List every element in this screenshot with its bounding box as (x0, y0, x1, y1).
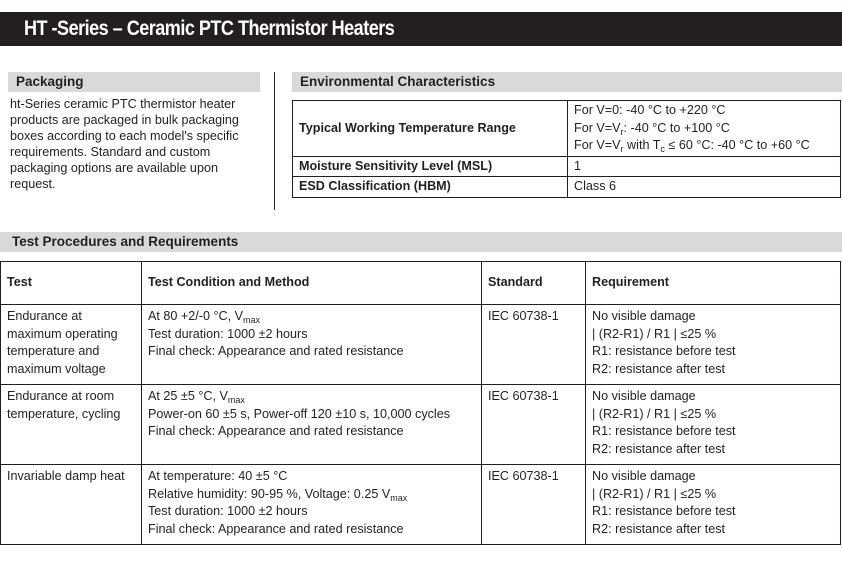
requirement-line: | (R2-R1) / R1 | ≤25 % (592, 406, 717, 421)
text-line: 1 (574, 158, 834, 176)
test-name: Endurance at maximum operating temperatu… (0, 304, 142, 385)
tests-heading: Test Procedures and Requirements (0, 232, 842, 252)
text-segment: At 25 ±5 °C, V (148, 389, 228, 403)
table-row: Endurance at room temperature, cycling At… (0, 384, 841, 465)
subscript: max (227, 395, 245, 405)
text-segment: 1 (574, 158, 582, 173)
column-header-standard: Standard (481, 261, 586, 305)
text-line: Test duration: 1000 ±2 hours (148, 326, 475, 344)
column-header-requirement: Requirement (585, 261, 841, 305)
requirement-line: No visible damage (592, 389, 696, 403)
text-segment: Test duration: 1000 ±2 hours (148, 504, 308, 518)
text-segment: Class 6 (574, 179, 616, 193)
requirement-line: R1: resistance before test (592, 424, 736, 438)
text-segment: For V=0: -40 °C to +220 °C (574, 103, 726, 117)
table-row: Endurance at maximum operating temperatu… (0, 304, 841, 385)
text-line: Final check: Appearance and rated resist… (148, 521, 475, 539)
column-divider (274, 72, 275, 210)
env-key: Moisture Sensitivity Level (MSL) (292, 155, 568, 177)
text-line: At temperature: 40 ±5 °C (148, 468, 475, 486)
env-row: Moisture Sensitivity Level (MSL) 1 (292, 155, 841, 177)
test-standard: IEC 60738-1 (481, 464, 586, 545)
requirement-line: | (R2-R1) / R1 | ≤25 % (592, 326, 717, 341)
subscript: max (390, 492, 408, 503)
env-value: Class 6 (567, 176, 841, 198)
requirement-line: R2: resistance after test (592, 441, 725, 456)
text-line: For V=0: -40 °C to +220 °C (574, 102, 834, 120)
requirement-line: No visible damage (592, 309, 696, 323)
text-line: Class 6 (574, 178, 834, 196)
text-segment: Final check: Appearance and rated resist… (148, 424, 404, 438)
text-line: Test duration: 1000 ±2 hours (148, 503, 475, 521)
packaging-heading: Packaging (8, 72, 260, 92)
env-row: ESD Classification (HBM) Class 6 (292, 176, 841, 198)
text-segment: Final check: Appearance and rated resist… (148, 521, 404, 536)
text-line: Relative humidity: 90-95 %, Voltage: 0.2… (148, 486, 475, 504)
title-bar: HT -Series – Ceramic PTC Thermistor Heat… (0, 12, 842, 46)
text-segment: ≤ 60 °C: -40 °C to +60 °C (664, 138, 810, 152)
requirement-line: R2: resistance after test (592, 521, 725, 536)
env-value: For V=0: -40 °C to +220 °C For V=Vr: -40 … (567, 100, 841, 157)
text-segment: Relative humidity: 90-95 %, Voltage: 0.2… (148, 486, 391, 501)
text-line: At 25 ±5 °C, Vmax (148, 388, 475, 406)
subscript: max (243, 315, 261, 325)
text-line: At 80 +2/-0 °C, Vmax (148, 308, 475, 326)
column-header-test: Test (0, 261, 142, 305)
environmental-heading: Environmental Characteristics (292, 72, 842, 92)
test-requirement: No visible damage | (R2-R1) / R1 | ≤25 % R… (585, 384, 841, 465)
requirement-line: | (R2-R1) / R1 | ≤25 % (592, 486, 717, 501)
test-requirement: No visible damage | (R2-R1) / R1 | ≤25 % R… (585, 464, 841, 545)
test-requirement: No visible damage | (R2-R1) / R1 | ≤25 % R… (585, 304, 841, 385)
test-name: Endurance at room temperature, cycling (0, 384, 142, 465)
test-condition: At temperature: 40 ±5 °C Relative humidit… (141, 464, 482, 545)
text-segment: with T (623, 138, 661, 152)
table-row: Invariable damp heat At temperature: 40 ±… (0, 464, 841, 545)
env-value: 1 (567, 155, 841, 177)
requirement-line: R1: resistance before test (592, 504, 736, 518)
text-line: For V=Vr: -40 °C to +100 °C (574, 120, 834, 138)
test-standard: IEC 60738-1 (481, 384, 586, 465)
env-key: Typical Working Temperature Range (292, 100, 568, 157)
text-line: Power-on 60 ±5 s, Power-off 120 ±10 s, 1… (148, 406, 475, 424)
text-segment: Test duration: 1000 ±2 hours (148, 326, 308, 341)
text-line: For V=Vr with Tc ≤ 60 °C: -40 °C to +60 … (574, 137, 834, 155)
text-segment: For V=V (574, 120, 621, 135)
test-condition: At 80 +2/-0 °C, Vmax Test duration: 1000 … (141, 304, 482, 385)
text-segment: Final check: Appearance and rated resist… (148, 344, 404, 358)
column-header-condition: Test Condition and Method (141, 261, 482, 305)
env-key: ESD Classification (HBM) (292, 176, 568, 198)
text-line: Final check: Appearance and rated resist… (148, 343, 475, 361)
text-segment: At temperature: 40 ±5 °C (148, 469, 288, 483)
requirement-line: R1: resistance before test (592, 344, 736, 358)
text-line: Final check: Appearance and rated resist… (148, 423, 475, 441)
requirement-line: No visible damage (592, 469, 696, 483)
env-row: Typical Working Temperature Range For V=0… (292, 100, 841, 157)
environmental-table: Typical Working Temperature Range For V=0… (292, 100, 841, 198)
test-standard: IEC 60738-1 (481, 304, 586, 385)
test-condition: At 25 ±5 °C, Vmax Power-on 60 ±5 s, Power… (141, 384, 482, 465)
subscript: c (660, 144, 665, 154)
text-segment: Power-on 60 ±5 s, Power-off 120 ±10 s, 1… (148, 406, 451, 421)
requirement-line: R2: resistance after test (592, 361, 725, 376)
test-name: Invariable damp heat (0, 464, 142, 545)
subscript: r (620, 126, 624, 137)
tests-table: Test Test Condition and Method Standard … (0, 261, 841, 545)
text-segment: For V=V (574, 138, 621, 152)
packaging-text: ht-Series ceramic PTC thermistor heater … (10, 97, 239, 191)
text-segment: At 80 +2/-0 °C, V (148, 309, 243, 323)
text-segment: : -40 °C to +100 °C (623, 120, 730, 135)
table-header-row: Test Test Condition and Method Standard … (0, 261, 841, 305)
page-title: HT -Series – Ceramic PTC Thermistor Heat… (24, 17, 395, 40)
subscript: r (620, 144, 624, 154)
